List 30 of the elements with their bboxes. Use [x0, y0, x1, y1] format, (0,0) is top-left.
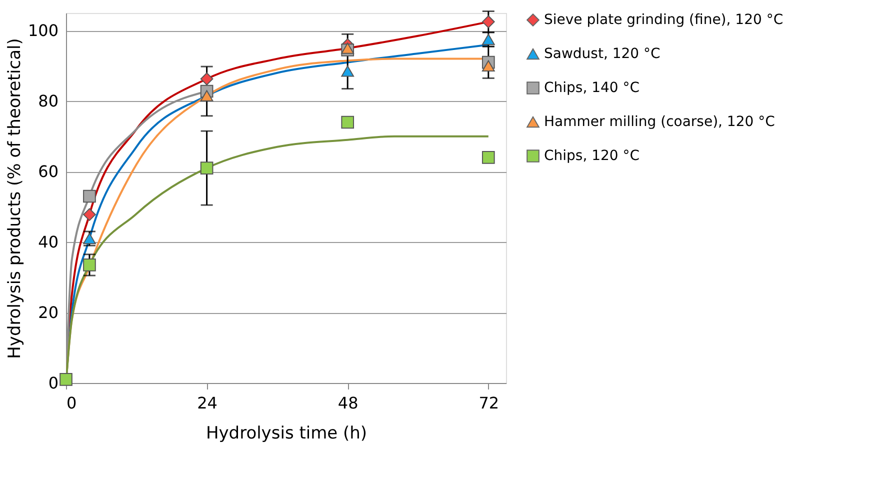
y-tick-label: 60 [38, 162, 58, 182]
x-tick-label: 24 [197, 394, 218, 412]
point [200, 90, 214, 102]
point [482, 15, 495, 28]
point [200, 72, 214, 86]
point [482, 151, 495, 164]
y-axis-title: Hydrolysis products (% of theoretical) [4, 38, 25, 359]
point [341, 66, 354, 77]
y-tick-label: 20 [38, 303, 58, 322]
point [83, 258, 96, 272]
y-tick-label: 80 [38, 92, 58, 111]
point [83, 190, 96, 203]
point [200, 162, 214, 174]
legend-label: Sieve plate grinding (fine), 120 °C [544, 12, 784, 28]
point [341, 116, 354, 129]
point [60, 373, 72, 386]
point [341, 42, 354, 54]
y-tick-label: 100 [28, 21, 58, 40]
legend-label: Chips, 140 °C [544, 80, 640, 96]
legend-label: Chips, 120 °C [544, 148, 640, 164]
y-tick-label: 0 [48, 374, 58, 392]
x-tick-label: 0 [66, 394, 77, 412]
x-tick-label: 48 [338, 394, 358, 412]
point [83, 208, 96, 221]
point [482, 60, 495, 72]
legend-label: Hammer milling (coarse), 120 °C [544, 114, 776, 130]
y-tick-label: 40 [38, 232, 58, 252]
legend-label: Sawdust, 120 °C [544, 46, 661, 62]
x-tick-label: 72 [478, 394, 500, 412]
x-axis-title: Hydrolysis time (h) [206, 424, 368, 444]
